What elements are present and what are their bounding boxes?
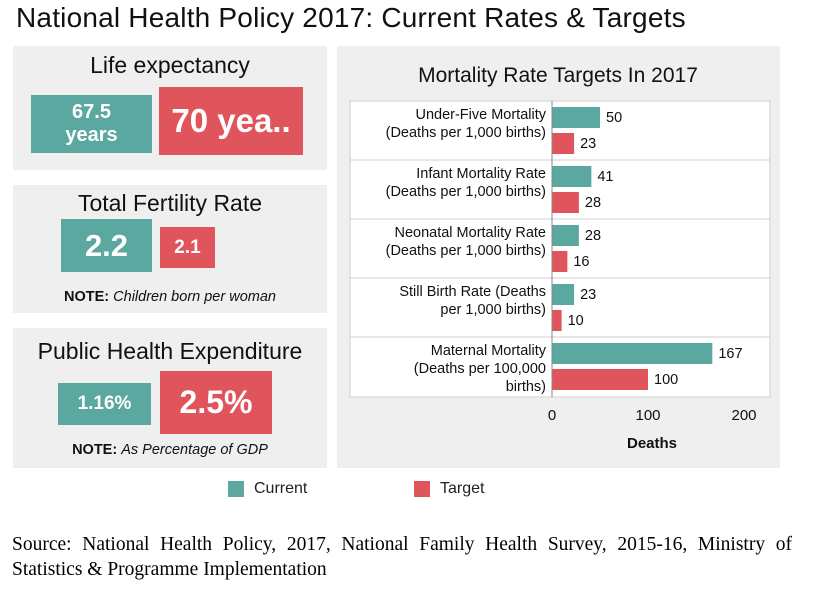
- value-label-current: 28: [585, 228, 601, 244]
- expenditure-title: Public Health Expenditure: [37, 338, 303, 364]
- x-tick-label: 200: [731, 407, 756, 424]
- bar-current: [552, 166, 592, 187]
- bar-target: [552, 369, 648, 390]
- fertility-note: NOTE: Children born per woman: [13, 289, 327, 305]
- expenditure-note-text: As Percentage of GDP: [121, 442, 268, 458]
- fertility-note-text: Children born per woman: [113, 289, 276, 305]
- life-expectancy-current-unit: years: [65, 124, 118, 146]
- legend-current: Current: [228, 480, 307, 498]
- expenditure-note-label: NOTE:: [72, 442, 118, 458]
- fertility-panel: Total Fertility Rate 2.2 2.1 NOTE: Child…: [13, 185, 327, 313]
- bar-current: [552, 225, 579, 246]
- fertility-target: 2.1: [160, 227, 215, 268]
- expenditure-current: 1.16%: [58, 383, 151, 425]
- expenditure-note: NOTE: As Percentage of GDP: [13, 442, 327, 458]
- value-label-target: 16: [573, 254, 589, 270]
- fertility-note-label: NOTE:: [64, 289, 110, 305]
- bar-target: [552, 310, 562, 331]
- legend-target-swatch: [414, 481, 430, 497]
- bar-current: [552, 284, 575, 305]
- life-expectancy-target: 70 yea..: [159, 87, 303, 155]
- category-label: Under-Five Mortality (Deaths per 1,000 bi…: [386, 107, 547, 141]
- x-tick-label: 0: [548, 407, 556, 424]
- page-title: National Health Policy 2017: Current Rat…: [16, 2, 686, 33]
- life-expectancy-title: Life expectancy: [90, 52, 250, 78]
- fertility-current: 2.2: [61, 219, 152, 272]
- source-note: Source: National Health Policy, 2017, Na…: [12, 534, 792, 580]
- bar-target: [552, 192, 579, 213]
- value-label-current: 41: [597, 169, 613, 185]
- life-expectancy-current: 67.5 years: [31, 95, 152, 153]
- bar-current: [552, 343, 713, 364]
- value-label-current: 167: [718, 346, 742, 362]
- bar-target: [552, 251, 568, 272]
- expenditure-target: 2.5%: [160, 371, 272, 434]
- value-label-target: 28: [585, 195, 601, 211]
- expenditure-panel: Public Health Expenditure 1.16% 2.5% NOT…: [13, 328, 327, 468]
- life-expectancy-current-value: 67.5: [72, 101, 111, 123]
- value-label-target: 10: [568, 313, 584, 329]
- bar-target: [552, 133, 575, 154]
- category-label: Infant Mortality Rate (Deaths per 1,000 b…: [386, 166, 546, 200]
- category-label: Neonatal Mortality Rate (Deaths per 1,000…: [386, 225, 546, 259]
- x-axis-label: Deaths: [627, 435, 677, 452]
- fertility-title: Total Fertility Rate: [77, 190, 263, 216]
- chart-title: Mortality Rate Targets In 2017: [418, 64, 698, 87]
- legend-target-label: Target: [440, 480, 485, 497]
- chart-panel: Mortality Rate Targets In 2017 Under-Five…: [337, 46, 780, 468]
- bar-current: [552, 107, 600, 128]
- category-label: Maternal Mortality (Deaths per 100,000 bir…: [414, 343, 547, 395]
- mortality-chart: Mortality Rate Targets In 2017 Under-Five…: [349, 64, 771, 452]
- legend-target: Target: [414, 480, 484, 498]
- legend-current-swatch: [228, 481, 244, 497]
- life-expectancy-panel: Life expectancy 67.5 years 70 yea..: [13, 46, 327, 170]
- value-label-target: 23: [580, 136, 596, 152]
- category-label: Still Birth Rate (Deaths per 1,000 births…: [399, 284, 546, 318]
- value-label-target: 100: [654, 372, 678, 388]
- value-label-current: 23: [580, 287, 596, 303]
- x-tick-label: 100: [635, 407, 660, 424]
- legend-current-label: Current: [254, 480, 308, 497]
- value-label-current: 50: [606, 110, 622, 126]
